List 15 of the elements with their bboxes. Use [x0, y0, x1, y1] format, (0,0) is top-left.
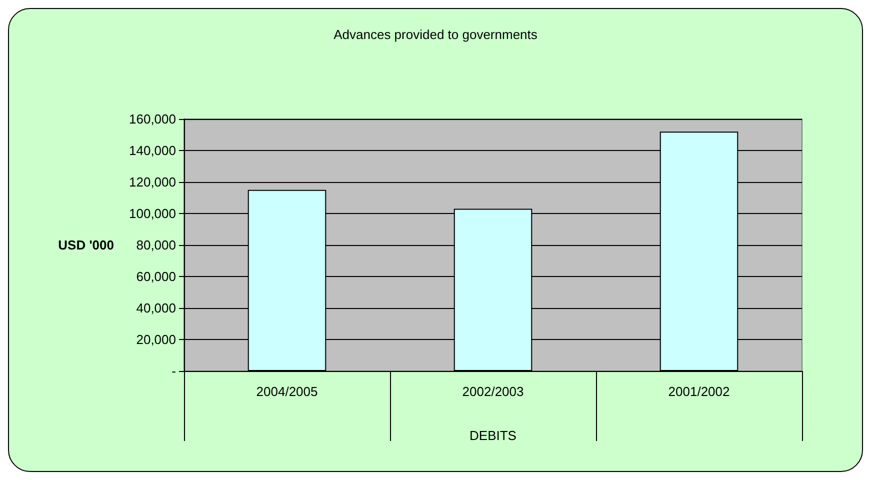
x-tick-label: 2002/2003: [462, 384, 524, 399]
y-tick-label: 120,000: [129, 174, 176, 190]
x-axis-title: DEBITS: [470, 428, 517, 443]
y-tick-label: 40,000: [136, 300, 176, 316]
x-tick-label: 2001/2002: [668, 384, 730, 399]
y-tick-label: -: [172, 364, 176, 378]
x-tick-label: 2004/2005: [256, 384, 318, 399]
chart-title: Advances provided to governments: [334, 27, 538, 42]
y-tick-label: 140,000: [129, 143, 176, 158]
y-tick-label: 60,000: [136, 269, 176, 284]
y-tick-label: 20,000: [136, 332, 176, 347]
y-tick-label: 80,000: [136, 238, 176, 252]
y-tick-label: 100,000: [129, 206, 176, 221]
y-tick-label: 160,000: [129, 112, 176, 126]
y-axis-title: USD '000: [58, 238, 114, 252]
